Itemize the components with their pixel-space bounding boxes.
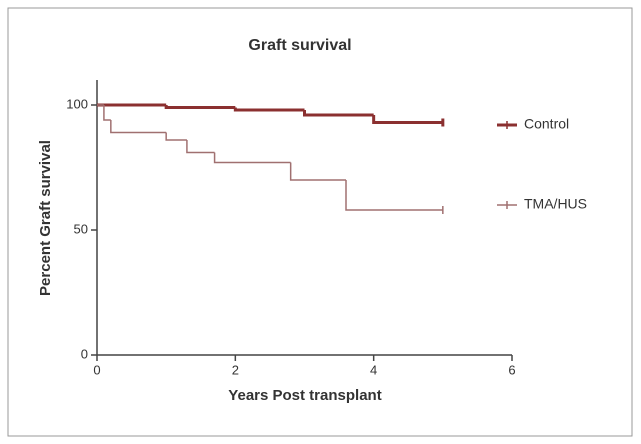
survival-step [165, 132, 187, 141]
y-axis-label: Percent Graft survival [37, 140, 54, 296]
survival-step [213, 152, 291, 164]
legend-label: TMA/HUS [524, 196, 587, 212]
x-axis-label: Years Post transplant [228, 387, 381, 404]
x-tick-label: 2 [232, 362, 239, 377]
chart-title: Graft survival [248, 37, 351, 54]
survival-step [233, 107, 305, 112]
survival-step [110, 120, 167, 134]
survival-step [372, 115, 443, 124]
x-tick-label: 4 [370, 362, 377, 377]
y-tick-label: 50 [74, 221, 88, 236]
legend-label: Control [524, 116, 569, 132]
axes [96, 80, 512, 356]
survival-step [103, 105, 111, 121]
survival-step [289, 162, 346, 181]
y-tick-label: 100 [66, 96, 88, 111]
frame [7, 7, 633, 437]
survival-step [164, 105, 236, 109]
x-tick-label: 0 [93, 362, 100, 377]
x-tick-label: 6 [508, 362, 515, 377]
survival-step [345, 180, 443, 211]
survival-step [303, 110, 374, 117]
survival-step [186, 140, 215, 154]
y-tick-label: 0 [81, 346, 88, 361]
